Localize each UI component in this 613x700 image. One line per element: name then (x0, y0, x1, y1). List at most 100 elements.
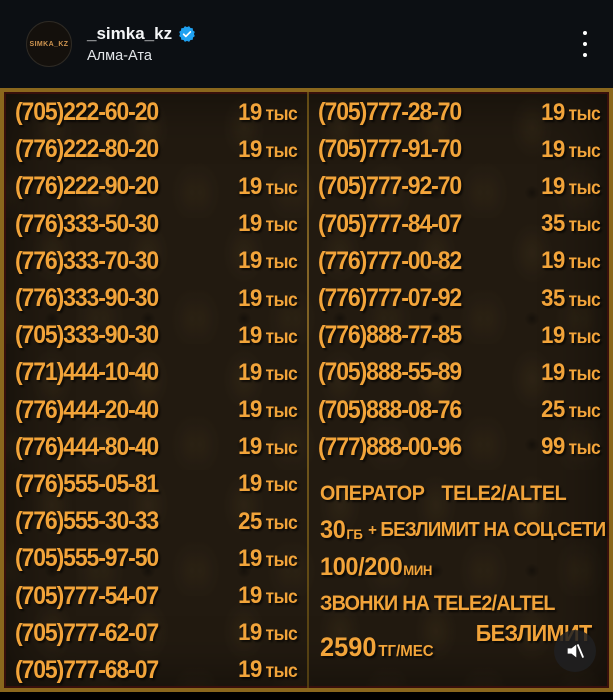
phone-number: (776)333-90-30 (15, 284, 159, 313)
phone-listing-row: (705)333-90-30 19 тыс (4, 317, 307, 354)
tariff-data-line: 30 ГБ + БЕЗЛИМИТ НА СОЦ.СЕТИ (319, 512, 606, 549)
avatar-label: SIMKA_KZ (29, 40, 69, 48)
username[interactable]: _simka_kz (87, 24, 173, 43)
phone-listing-row: (776)222-80-20 19 тыс (4, 131, 307, 168)
muted-speaker-icon (567, 644, 584, 658)
phone-number: (705)888-55-89 (317, 358, 462, 387)
data-unit: ГБ (345, 525, 363, 542)
price: 19 тыс (238, 321, 298, 349)
phone-number: (705)222-60-20 (15, 98, 159, 127)
phone-number: (776)222-80-20 (15, 135, 159, 164)
phone-number: (776)555-05-81 (15, 469, 159, 498)
price: 19 тыс (238, 619, 298, 647)
data-amount: 30 (319, 516, 346, 545)
price: 19 тыс (238, 172, 298, 200)
data-plus: + (367, 521, 377, 539)
phone-listing-row: (705)888-08-76 25 тыс (307, 392, 610, 429)
column-divider (306, 92, 309, 688)
calls-text: ЗВОНКИ НА TELE2/ALTEL (319, 591, 555, 615)
phone-number: (705)777-54-07 (15, 581, 159, 610)
phone-listing-row: (776)777-00-82 19 тыс (307, 243, 610, 280)
phone-listing-row: (705)888-55-89 19 тыс (307, 354, 610, 391)
tariff-minutes-line: 100/200 МИН (320, 549, 585, 586)
tariff-operator-line: ОПЕРАТОР TELE2/ALTEL (320, 476, 585, 513)
post-image[interactable]: (705)222-60-20 19 тыс (776)222-80-20 19 тыс (7… (0, 88, 613, 692)
price: 19 тыс (238, 433, 298, 461)
phone-listing-row: (776)777-07-92 35 тыс (307, 280, 610, 317)
mute-button[interactable] (554, 630, 596, 672)
phone-listing-row: (776)444-20-40 19 тыс (4, 392, 307, 429)
phone-listing-row: (705)222-60-20 19 тыс (4, 94, 307, 131)
phone-listing-row: (776)555-30-33 25 тыс (4, 503, 307, 540)
phone-number: (771)444-10-40 (15, 358, 159, 387)
location-link[interactable]: Алма-Ата (87, 48, 152, 64)
price: 19 тыс (238, 210, 298, 238)
operator-value: TELE2/ALTEL (440, 482, 566, 506)
phone-list-right: (705)777-28-70 19 тыс (705)777-91-70 19 тыс (7… (307, 94, 610, 466)
phone-listing-row: (705)777-54-07 19 тыс (4, 577, 307, 614)
verified-badge-icon (179, 26, 195, 42)
price: 19 тыс (540, 358, 601, 386)
post-header: SIMKA_KZ _simka_kz Алма-Ата (0, 0, 613, 88)
phone-number: (776)333-50-30 (15, 209, 159, 238)
price: 19 тыс (540, 247, 601, 275)
price: 35 тыс (540, 210, 601, 238)
phone-listing-row: (771)444-10-40 19 тыс (4, 354, 307, 391)
operator-label: ОПЕРАТОР (319, 482, 425, 506)
header-info: _simka_kz Алма-Ата (87, 24, 571, 64)
phone-listing-row: (776)555-05-81 19 тыс (4, 466, 307, 503)
price: 19 тыс (238, 396, 298, 424)
phone-number: (705)777-91-70 (317, 135, 462, 164)
more-options-button[interactable] (571, 24, 599, 64)
phone-listing-row: (776)222-90-20 19 тыс (4, 168, 307, 205)
phone-number: (776)444-80-40 (15, 432, 159, 461)
phone-number: (705)777-28-70 (317, 98, 462, 127)
phone-number: (705)777-92-70 (317, 172, 462, 201)
phone-number: (705)777-68-07 (15, 655, 159, 684)
price: 19 тыс (238, 247, 298, 275)
phone-list-right-wrap: (705)777-28-70 19 тыс (705)777-91-70 19 тыс (7… (307, 92, 610, 688)
phone-number: (776)333-70-30 (15, 246, 159, 275)
phone-listing-row: (776)333-90-30 19 тыс (4, 280, 307, 317)
phone-listing-row: (705)777-91-70 19 тыс (307, 131, 610, 168)
phone-listing-row: (705)777-68-07 19 тыс (4, 652, 307, 689)
phone-listing-row: (705)777-62-07 19 тыс (4, 615, 307, 652)
phone-number: (776)777-00-82 (317, 246, 462, 275)
phone-number: (776)888-77-85 (317, 321, 462, 350)
price: 19 тыс (238, 544, 298, 572)
price-value: 2590 (319, 631, 376, 662)
phone-listing-row: (705)777-92-70 19 тыс (307, 168, 610, 205)
price: 19 тыс (238, 98, 298, 126)
phone-number: (776)777-07-92 (317, 284, 462, 313)
price: 19 тыс (238, 582, 298, 610)
price: 99 тыс (540, 433, 601, 461)
data-text: БЕЗЛИМИТ НА СОЦ.СЕТИ (379, 519, 606, 542)
price: 19 тыс (238, 470, 298, 498)
avatar[interactable]: SIMKA_KZ (26, 21, 72, 67)
phone-number: (705)333-90-30 (15, 321, 159, 350)
phone-number: (705)888-08-76 (317, 395, 462, 424)
price: 19 тыс (540, 98, 601, 126)
price: 25 тыс (238, 507, 298, 535)
phone-listing-row: (776)444-80-40 19 тыс (4, 429, 307, 466)
phone-number: (776)222-90-20 (15, 172, 159, 201)
phone-number: (776)555-30-33 (15, 507, 159, 536)
phone-listing-row: (776)333-50-30 19 тыс (4, 206, 307, 243)
price: 19 тыс (540, 172, 601, 200)
tariff-calls-line: ЗВОНКИ НА TELE2/ALTEL (320, 585, 585, 622)
phone-number: (705)555-97-50 (15, 544, 159, 573)
phone-listing-row: (705)777-84-07 35 тыс (307, 206, 610, 243)
phone-number: (777)888-00-96 (317, 432, 462, 461)
phone-listing-row: (705)777-28-70 19 тыс (307, 94, 610, 131)
price: 19 тыс (238, 284, 298, 312)
phone-list-left: (705)222-60-20 19 тыс (776)222-80-20 19 тыс (7… (4, 92, 307, 688)
phone-listing-row: (776)888-77-85 19 тыс (307, 317, 610, 354)
phone-listing-row: (777)888-00-96 99 тыс (307, 429, 610, 466)
minutes-unit: МИН (402, 562, 432, 579)
price-unit: ТГ/МЕС (377, 642, 434, 660)
price: 19 тыс (540, 135, 601, 163)
price: 25 тыс (540, 396, 601, 424)
phone-listing-row: (705)555-97-50 19 тыс (4, 540, 307, 577)
phone-listing-row: (776)333-70-30 19 тыс (4, 243, 307, 280)
